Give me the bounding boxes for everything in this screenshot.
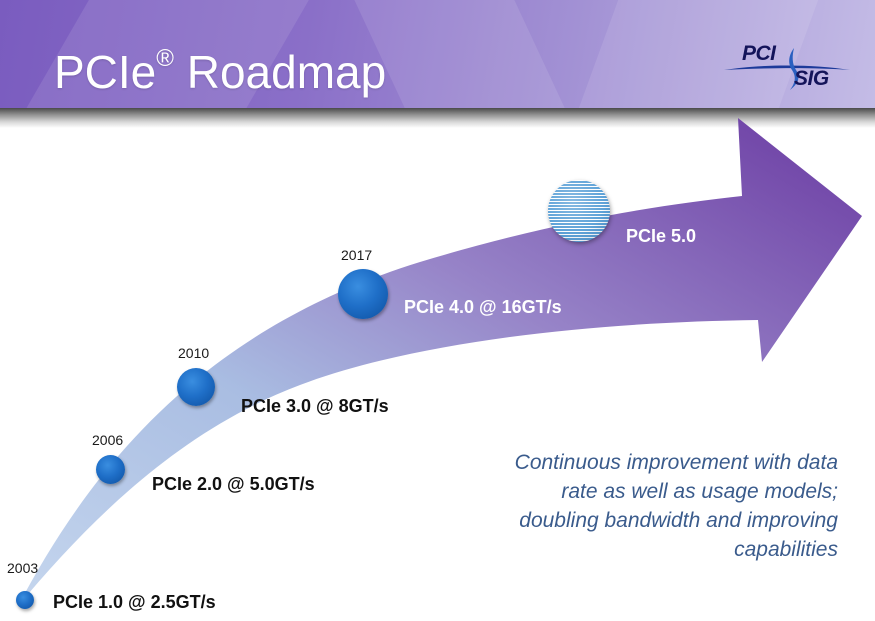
milestone-year: 2017 (341, 247, 373, 263)
logo-sig-text: SIG (794, 67, 829, 90)
milestone-label: PCIe 3.0 @ 8GT/s (241, 396, 389, 416)
milestone-year: 2003 (7, 560, 39, 576)
milestone-year: 2010 (178, 345, 210, 361)
milestone-label: PCIe 1.0 @ 2.5GT/s (53, 592, 216, 612)
milestone-dot-icon (338, 269, 388, 319)
pci-sig-swoosh-icon (724, 48, 850, 90)
milestone-dot-icon (177, 368, 215, 406)
milestone-dot-icon (96, 455, 125, 484)
slide-header: PCIe® Roadmap PCI SIG (0, 0, 875, 108)
milestone-dot-icon (16, 591, 34, 609)
milestone-year: 2006 (92, 432, 124, 448)
logo-pci-text: PCI (742, 42, 776, 65)
milestone-label: PCIe 4.0 @ 16GT/s (404, 297, 562, 317)
registered-mark: ® (156, 45, 174, 72)
milestone-future-dot-icon (548, 180, 610, 242)
milestone-label: PCIe 2.0 @ 5.0GT/s (152, 474, 315, 494)
page-title: PCIe® Roadmap (54, 44, 386, 100)
tagline-text: Continuous improvement with data rate as… (514, 451, 838, 561)
title-text: PCIe (54, 46, 157, 98)
pci-sig-logo: PCI SIG (722, 40, 852, 96)
title-suffix: Roadmap (173, 46, 387, 98)
milestone-label: PCIe 5.0 (626, 226, 697, 246)
header-shadow (0, 108, 875, 128)
